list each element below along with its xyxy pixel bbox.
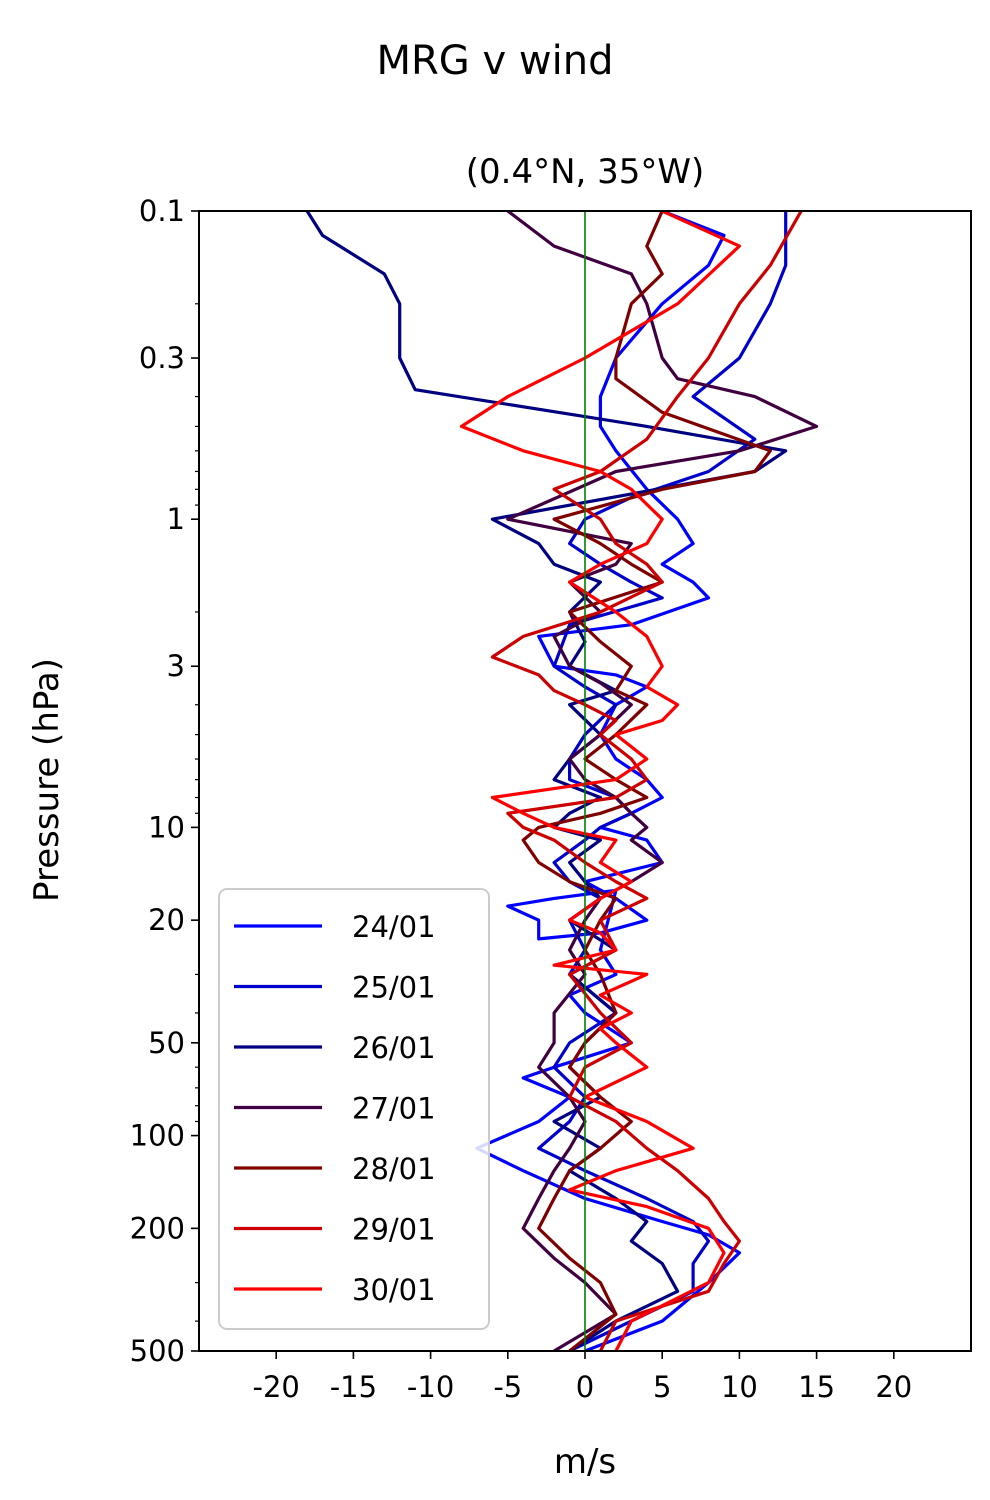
legend-label: 30/01 bbox=[352, 1273, 436, 1307]
legend-label: 25/01 bbox=[352, 971, 436, 1005]
x-tick-label: 20 bbox=[875, 1370, 912, 1404]
series-line-28-01 bbox=[521, 211, 772, 1351]
series-line-29-01 bbox=[490, 211, 803, 1351]
x-axis-label: m/s bbox=[554, 1442, 616, 1482]
chart-subtitle: (0.4°N, 35°W) bbox=[466, 152, 705, 192]
legend-label: 28/01 bbox=[352, 1152, 436, 1186]
legend-label: 26/01 bbox=[352, 1031, 436, 1065]
y-tick-label: 20 bbox=[148, 903, 185, 937]
x-tick-label: -5 bbox=[493, 1370, 522, 1404]
x-tick-label: 5 bbox=[653, 1370, 671, 1404]
legend-label: 27/01 bbox=[352, 1092, 436, 1126]
y-tick-label: 3 bbox=[167, 649, 185, 683]
x-tick-label: 10 bbox=[721, 1370, 758, 1404]
data-lines bbox=[305, 211, 819, 1351]
x-tick-label: -15 bbox=[330, 1370, 377, 1404]
x-tick-label: 15 bbox=[798, 1370, 835, 1404]
x-axis: -20 -15 -10 -5 0 5 10 15 20 bbox=[253, 1351, 912, 1404]
legend-label: 24/01 bbox=[352, 910, 436, 944]
y-tick-label: 500 bbox=[130, 1334, 185, 1368]
y-tick-label: 50 bbox=[148, 1026, 185, 1060]
legend: 24/01 25/01 26/01 27/01 28/01 29/01 30/01 bbox=[218, 888, 490, 1330]
x-tick-label: -10 bbox=[407, 1370, 454, 1404]
chart-title: MRG v wind bbox=[377, 38, 614, 84]
y-tick-label: 10 bbox=[148, 810, 185, 844]
y-tick-label: 100 bbox=[130, 1119, 185, 1153]
y-axis-label: Pressure (hPa) bbox=[27, 658, 67, 902]
y-tick-label: 0.1 bbox=[139, 194, 185, 228]
legend-label: 29/01 bbox=[352, 1213, 436, 1247]
x-tick-label: -20 bbox=[253, 1370, 300, 1404]
x-tick-label: 0 bbox=[576, 1370, 594, 1404]
y-tick-label: 200 bbox=[130, 1211, 185, 1245]
y-tick-label: 0.3 bbox=[139, 341, 185, 375]
legend-box bbox=[218, 888, 490, 1330]
series-line-25-01 bbox=[537, 211, 788, 1351]
y-axis: 0.1 0.3 1 3 10 20 50 100 200 500 bbox=[130, 194, 199, 1368]
y-tick-label: 1 bbox=[167, 502, 185, 536]
